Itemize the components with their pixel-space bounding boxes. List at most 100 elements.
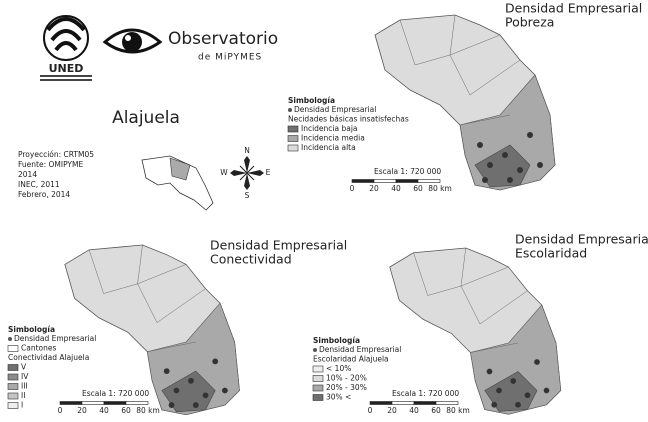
canton-lines bbox=[399, 14, 521, 126]
legend-item: Incidencia alta bbox=[301, 143, 356, 152]
scale-label: Escala 1: 720 000 bbox=[392, 389, 459, 398]
canton-zone bbox=[474, 144, 531, 188]
legend-dot bbox=[8, 337, 12, 341]
inset-map bbox=[141, 155, 214, 211]
observatory-subtitle: de MiPYMES bbox=[198, 53, 262, 63]
canton-zone bbox=[161, 370, 216, 413]
scale-segment bbox=[81, 401, 105, 405]
legend-swatch bbox=[287, 135, 299, 142]
legend-title: Simbología bbox=[313, 336, 360, 345]
scale-tick: 0 bbox=[58, 406, 63, 415]
scale-segment bbox=[59, 401, 83, 405]
legend-item: V bbox=[21, 363, 27, 372]
scale-segment bbox=[417, 179, 441, 183]
compass-s: S bbox=[245, 191, 250, 200]
business-dot bbox=[173, 387, 180, 394]
info-line: 2014 bbox=[18, 170, 37, 179]
business-dot bbox=[524, 392, 531, 399]
canton-lines bbox=[88, 244, 206, 352]
scale-tick: 60 bbox=[413, 184, 423, 193]
uned-text: UNED bbox=[49, 62, 84, 75]
business-dot bbox=[527, 132, 533, 138]
scale-tick: 0 bbox=[350, 184, 355, 193]
maps: Densidad EmpresarialPobrezaSimbologíaDen… bbox=[7, 1, 648, 416]
map-title: Pobreza bbox=[505, 15, 554, 30]
legend-item: III bbox=[21, 382, 28, 391]
legend-swatch bbox=[7, 383, 19, 390]
legend-swatch bbox=[7, 373, 19, 381]
info-line: Febrero, 2014 bbox=[18, 190, 70, 199]
legend-item: Escolaridad Alajuela bbox=[313, 355, 389, 364]
legend-swatch bbox=[7, 402, 19, 409]
map bbox=[389, 247, 562, 415]
compass-n: N bbox=[244, 146, 250, 155]
legend-item: Conectividad Alajuela bbox=[8, 353, 89, 362]
map-title: Conectividad bbox=[210, 252, 292, 267]
uned-logo: UNED bbox=[40, 15, 92, 81]
scale-tick: 60 bbox=[431, 406, 441, 415]
business-dot bbox=[192, 402, 199, 408]
legend-item: II bbox=[21, 391, 25, 400]
scale-segment bbox=[351, 179, 375, 183]
map-title: Escolaridad bbox=[515, 246, 587, 261]
scale-tick: 20 bbox=[77, 406, 87, 415]
legend-title: Simbología bbox=[288, 96, 335, 105]
legend-dot bbox=[313, 348, 317, 352]
legend-title: Simbología bbox=[8, 325, 55, 334]
business-dot bbox=[188, 377, 194, 384]
scale-segment bbox=[369, 401, 393, 405]
scale-segment bbox=[373, 179, 397, 183]
legend-item: Cantones bbox=[21, 344, 56, 353]
canton-zone bbox=[484, 371, 538, 412]
legend-item: I bbox=[21, 401, 23, 410]
canton-lines bbox=[413, 247, 528, 353]
map-title: Densidad Empresarial bbox=[505, 1, 642, 16]
observatory-name: Observatorio bbox=[168, 29, 278, 49]
business-dot bbox=[543, 387, 550, 394]
scale-tick: 80 km bbox=[136, 406, 160, 415]
business-dot bbox=[502, 152, 508, 158]
scale-tick: 40 bbox=[391, 184, 401, 193]
business-dot bbox=[212, 358, 219, 365]
legend-swatch bbox=[7, 392, 19, 400]
business-dot bbox=[486, 368, 493, 375]
legend-item: Necidades básicas insatisfechas bbox=[288, 115, 409, 124]
business-dot bbox=[202, 392, 209, 399]
scale-label: Escala 1: 720 000 bbox=[374, 167, 441, 176]
scale-segment bbox=[395, 179, 419, 183]
scale-segment bbox=[391, 401, 415, 405]
legend-item: Densidad Empresarial bbox=[319, 345, 401, 354]
legend-swatch bbox=[312, 375, 324, 382]
business-dot bbox=[515, 401, 521, 408]
compass-w: W bbox=[220, 168, 228, 177]
legend-item: Densidad Empresarial bbox=[14, 334, 96, 343]
legend-item: Densidad Empresarial bbox=[294, 105, 376, 114]
business-dot bbox=[507, 177, 513, 183]
scale-tick: 80 km bbox=[428, 184, 452, 193]
legend-item: 10% - 20% bbox=[326, 374, 367, 383]
business-dot bbox=[517, 167, 523, 173]
scale-segment bbox=[103, 401, 127, 405]
business-dot bbox=[491, 401, 498, 408]
scale-tick: 40 bbox=[409, 406, 419, 415]
map bbox=[64, 244, 240, 416]
info-line: Fuente: OMIPYME bbox=[18, 160, 83, 169]
scale-tick: 20 bbox=[369, 184, 379, 193]
map-title: Densidad Empresarial bbox=[515, 232, 648, 247]
legend-swatch bbox=[312, 365, 324, 373]
business-dot bbox=[221, 387, 228, 394]
scale-tick: 80 km bbox=[446, 406, 470, 415]
info-line: INEC, 2011 bbox=[18, 180, 60, 189]
legend-item: 20% - 30% bbox=[326, 383, 367, 392]
business-dot bbox=[477, 142, 483, 148]
business-dot bbox=[496, 387, 502, 394]
scale-tick: 60 bbox=[121, 406, 131, 415]
legend-swatch bbox=[7, 364, 19, 371]
scale-segment bbox=[413, 401, 437, 405]
map bbox=[374, 14, 556, 191]
business-dot bbox=[487, 162, 493, 168]
scale-tick: 40 bbox=[99, 406, 109, 415]
